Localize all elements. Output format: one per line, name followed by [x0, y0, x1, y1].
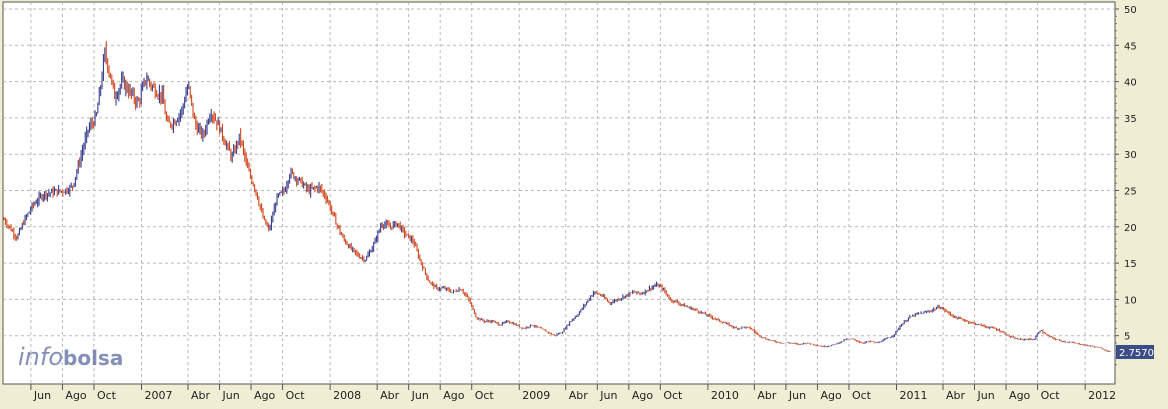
x-tick-label: Oct: [475, 389, 495, 402]
x-tick-label: Ago: [254, 389, 276, 402]
x-tick-label: Abr: [946, 389, 966, 402]
y-tick-label: 30: [1124, 150, 1137, 161]
watermark-bolsa: bolsa: [63, 346, 123, 370]
price-series: [3, 41, 1111, 352]
x-tick-label: 2008: [333, 389, 361, 402]
y-tick-label: 5: [1124, 332, 1130, 343]
x-tick-label: 2011: [900, 389, 928, 402]
y-tick-label: 15: [1124, 259, 1137, 270]
svg-text:infobolsa: infobolsa: [18, 343, 123, 371]
x-tick-label: Jun: [977, 389, 995, 402]
plot-area: [2, 1, 1116, 385]
x-tick-label: Abr: [191, 389, 211, 402]
last-price-tag: 2.7570: [1116, 344, 1154, 359]
x-tick-label: Jun: [788, 389, 806, 402]
y-tick-label: 40: [1124, 78, 1137, 89]
y-tick-label: 45: [1124, 41, 1137, 52]
x-tick-label: Abr: [757, 389, 777, 402]
watermark-info: info: [18, 343, 63, 371]
x-tick-label: Jun: [222, 389, 240, 402]
x-tick-label: Jun: [33, 389, 51, 402]
x-tick-label: Oct: [852, 389, 872, 402]
x-tick-label: Abr: [380, 389, 400, 402]
y-tick-label: 35: [1124, 114, 1137, 125]
last-price-label: 2.7570: [1119, 348, 1154, 359]
y-tick-label: 10: [1124, 295, 1137, 306]
x-tick-label: Oct: [663, 389, 683, 402]
x-tick-label: 2010: [711, 389, 739, 402]
x-tick-label: Abr: [569, 389, 589, 402]
last-price-box: [1116, 344, 1154, 359]
x-tick-label: Ago: [820, 389, 842, 402]
x-tick-label: Ago: [1009, 389, 1031, 402]
y-tick-label: 50: [1124, 5, 1137, 16]
x-tick-label: Ago: [65, 389, 87, 402]
y-axis: 5 10 15 20 25 30 35 40 45 50: [1115, 5, 1137, 366]
y-tick-label: 20: [1124, 223, 1137, 234]
x-tick-label: 2009: [522, 389, 550, 402]
x-tick-label: Oct: [286, 389, 306, 402]
x-axis: Jun Ago Oct 2007 Abr Jun Ago Oct 2008 Abr Jun Ago Oc…: [30, 384, 1116, 402]
grid-lines: [3, 2, 1115, 384]
x-tick-label: Ago: [443, 389, 465, 402]
x-tick-label: Jun: [411, 389, 429, 402]
x-tick-label: 2007: [144, 389, 172, 402]
x-tick-label: Jun: [599, 389, 617, 402]
y-tick-label: 25: [1124, 187, 1137, 198]
x-tick-label: Oct: [1041, 389, 1061, 402]
x-tick-label: Ago: [632, 389, 654, 402]
x-tick-label: 2012: [1088, 389, 1116, 402]
watermark-logo: infobolsa: [18, 343, 123, 371]
x-tick-label: Oct: [97, 389, 117, 402]
